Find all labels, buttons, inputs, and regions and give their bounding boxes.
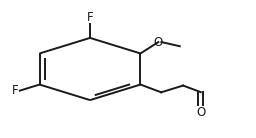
Text: O: O: [154, 36, 163, 49]
Text: F: F: [87, 11, 93, 24]
Text: O: O: [196, 106, 205, 119]
Text: F: F: [12, 84, 19, 97]
